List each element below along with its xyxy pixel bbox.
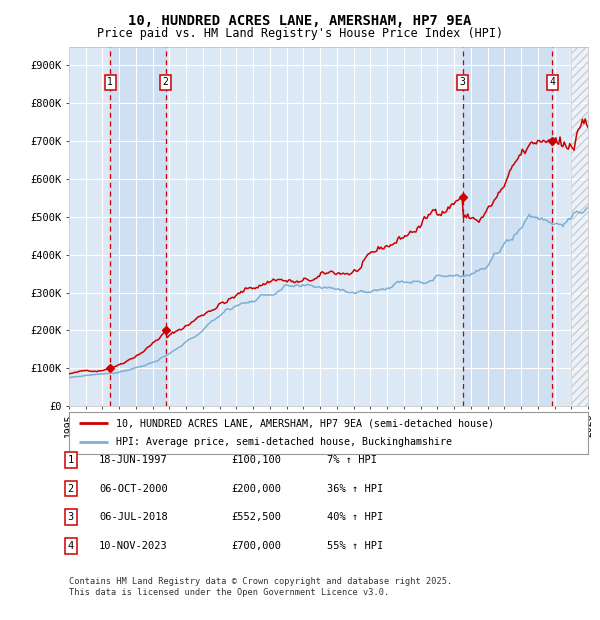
Text: 1: 1 [68, 455, 74, 465]
Text: 4: 4 [549, 78, 555, 87]
Text: 36% ↑ HPI: 36% ↑ HPI [327, 484, 383, 494]
Text: 2: 2 [163, 78, 169, 87]
Text: 1: 1 [107, 78, 113, 87]
Text: 3: 3 [460, 78, 466, 87]
Text: 10, HUNDRED ACRES LANE, AMERSHAM, HP7 9EA (semi-detached house): 10, HUNDRED ACRES LANE, AMERSHAM, HP7 9E… [116, 418, 494, 428]
Text: 06-OCT-2000: 06-OCT-2000 [99, 484, 168, 494]
Text: 4: 4 [68, 541, 74, 551]
Bar [463, 46, 552, 406]
Text: 55% ↑ HPI: 55% ↑ HPI [327, 541, 383, 551]
Text: Contains HM Land Registry data © Crown copyright and database right 2025.
This d: Contains HM Land Registry data © Crown c… [69, 577, 452, 596]
Text: 7% ↑ HPI: 7% ↑ HPI [327, 455, 377, 465]
Text: 40% ↑ HPI: 40% ↑ HPI [327, 512, 383, 522]
Text: HPI: Average price, semi-detached house, Buckinghamshire: HPI: Average price, semi-detached house,… [116, 438, 452, 448]
Text: 06-JUL-2018: 06-JUL-2018 [99, 512, 168, 522]
Text: 2: 2 [68, 484, 74, 494]
Text: Price paid vs. HM Land Registry's House Price Index (HPI): Price paid vs. HM Land Registry's House … [97, 27, 503, 40]
Text: 3: 3 [68, 512, 74, 522]
Text: £700,000: £700,000 [231, 541, 281, 551]
Text: 10, HUNDRED ACRES LANE, AMERSHAM, HP7 9EA: 10, HUNDRED ACRES LANE, AMERSHAM, HP7 9E… [128, 14, 472, 28]
Text: £552,500: £552,500 [231, 512, 281, 522]
Text: £100,100: £100,100 [231, 455, 281, 465]
Text: 18-JUN-1997: 18-JUN-1997 [99, 455, 168, 465]
Bar [110, 46, 166, 406]
Text: 10-NOV-2023: 10-NOV-2023 [99, 541, 168, 551]
Text: £200,000: £200,000 [231, 484, 281, 494]
